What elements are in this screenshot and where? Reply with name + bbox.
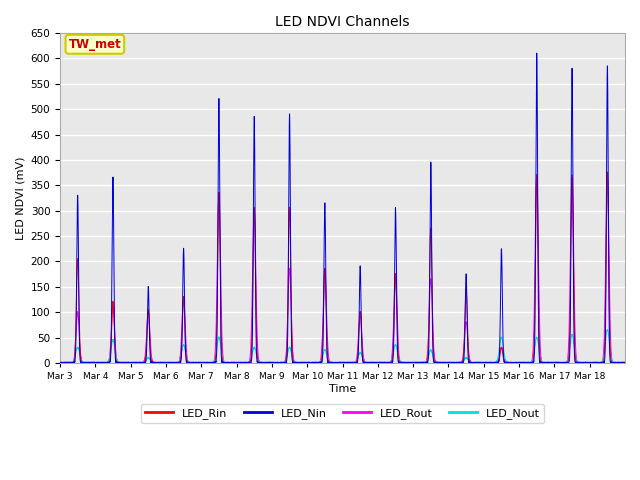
Legend: LED_Rin, LED_Nin, LED_Rout, LED_Nout: LED_Rin, LED_Nin, LED_Rout, LED_Nout	[141, 404, 545, 423]
Y-axis label: LED NDVI (mV): LED NDVI (mV)	[15, 156, 25, 240]
Title: LED NDVI Channels: LED NDVI Channels	[275, 15, 410, 29]
X-axis label: Time: Time	[329, 384, 356, 394]
Text: TW_met: TW_met	[68, 38, 121, 51]
